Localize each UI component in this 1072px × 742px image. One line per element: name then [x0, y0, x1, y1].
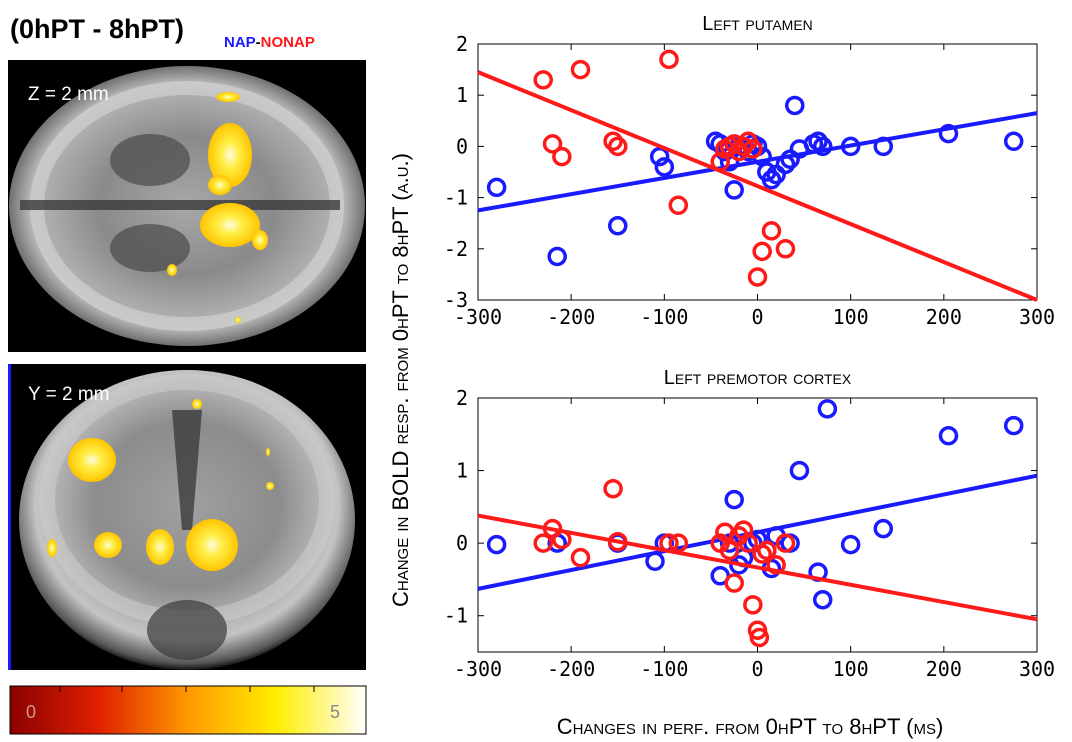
data-point [724, 489, 744, 510]
data-point [719, 540, 740, 561]
fit-line [477, 70, 1038, 302]
series-0 [477, 95, 1038, 267]
x-tick-label: 200 [926, 305, 962, 329]
y-axis-label: Change in BOLD resp. from 0hPT to 8hPT (… [388, 153, 413, 607]
y-tick-label: 2 [456, 32, 468, 56]
series-1 [477, 478, 1038, 648]
data-point [812, 589, 833, 610]
data-point [749, 627, 770, 648]
x-tick-label: 100 [833, 305, 869, 329]
y-tick-label: 0 [456, 134, 468, 158]
data-point [1003, 415, 1024, 436]
y-tick-label: 1 [456, 83, 468, 107]
data-point [659, 49, 679, 70]
data-point [761, 221, 782, 241]
data-point [747, 267, 768, 287]
axial-brain-slice: Z = 2 mm [8, 60, 366, 352]
x-tick-label: 0 [751, 657, 763, 681]
data-point [654, 157, 675, 177]
data-point [570, 59, 591, 80]
x-tick-label: -300 [454, 305, 502, 329]
chart-left-putamen: Left putamen -300 -200 -100 0 100 200 300 2 1 0 -1 -… [444, 13, 1055, 329]
data-point [789, 460, 810, 481]
nap-label: NAP [224, 34, 256, 51]
data-point [668, 195, 689, 216]
data-point [873, 518, 894, 539]
data-point [840, 534, 861, 555]
contrast-title: (0hPT - 8hPT) [10, 14, 184, 44]
data-point [752, 241, 772, 262]
chart-title: Left putamen [702, 13, 813, 35]
data-point [542, 134, 563, 154]
data-point [733, 136, 754, 157]
series-0 [477, 399, 1038, 610]
data-point [486, 534, 507, 555]
x-tick-label: 300 [1019, 657, 1055, 681]
y-tick-label: 1 [456, 459, 468, 483]
x-tick-label: 100 [833, 657, 869, 681]
data-point [757, 540, 777, 561]
data-point [608, 216, 628, 236]
x-tick-label: -100 [640, 657, 688, 681]
data-point [938, 123, 959, 144]
x-tick-label: 300 [1019, 305, 1055, 329]
colorbar-min: 0 [26, 702, 36, 722]
data-point [743, 595, 763, 615]
fit-line [477, 513, 1038, 622]
data-point [603, 131, 623, 152]
y-tick-label: -3 [444, 288, 468, 312]
data-point [775, 533, 796, 553]
chart-left-premotor-cortex: Left premotor cortex -300 -200 -100 0 100 200 3… [444, 367, 1055, 681]
data-point [761, 169, 782, 190]
data-point [486, 177, 507, 198]
fit-line [477, 111, 1038, 213]
fit-line [477, 473, 1038, 591]
data-point [785, 95, 805, 116]
data-point [570, 547, 591, 568]
chart-title: Left premotor cortex [664, 367, 852, 389]
x-tick-label: 200 [926, 657, 962, 681]
data-point [812, 136, 833, 157]
nonap-label: NONAP [261, 34, 315, 51]
coronal-slice-label: Y = 2 mm [28, 384, 109, 405]
x-tick-label: -100 [640, 305, 688, 329]
y-tick-label: 2 [456, 386, 468, 410]
data-point [533, 533, 553, 553]
colorbar: 0 5 [9, 685, 367, 735]
x-tick-label: 0 [751, 305, 763, 329]
y-tick-label: -1 [444, 604, 468, 628]
data-point [775, 239, 796, 259]
y-tick-label: 0 [456, 531, 468, 555]
data-point [938, 425, 959, 446]
data-point [724, 180, 744, 200]
colorbar-max: 5 [330, 702, 340, 722]
data-point [608, 136, 628, 157]
series-1 [477, 49, 1038, 302]
axial-slice-label: Z = 2 mm [28, 84, 109, 105]
x-tick-label: -300 [454, 657, 502, 681]
plot-frame [477, 397, 1038, 653]
x-tick-label: -200 [547, 305, 595, 329]
data-point [817, 399, 838, 419]
data-point [724, 573, 744, 593]
y-tick-label: -1 [444, 186, 468, 210]
group-label: NAP-NONAP [224, 34, 315, 51]
data-point [603, 478, 623, 499]
data-point [743, 139, 763, 159]
data-point [738, 533, 758, 553]
coronal-brain-slice: Y = 2 mm [8, 364, 366, 670]
y-tick-label: -2 [444, 237, 468, 261]
data-point [547, 246, 567, 267]
data-point [1003, 131, 1024, 152]
data-point [533, 70, 553, 90]
data-point [552, 146, 572, 167]
x-axis-label: Changes in perf. from 0hPT to 8hPT (ms) [557, 714, 944, 739]
x-tick-label: -200 [547, 657, 595, 681]
data-point [649, 146, 670, 167]
